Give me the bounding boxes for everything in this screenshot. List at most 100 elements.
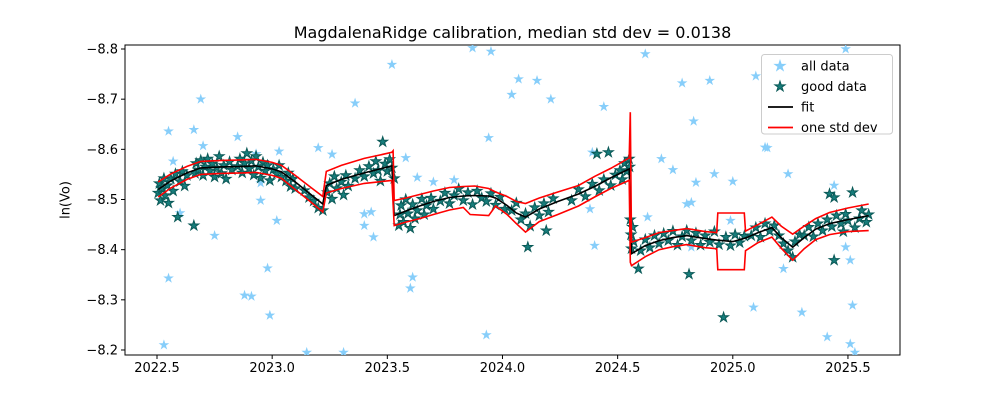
good-data-star <box>369 154 383 167</box>
y-tick-label: −8.6 <box>86 143 118 158</box>
good-data-star <box>862 207 876 221</box>
legend-good-data-star-icon <box>773 79 787 93</box>
all-data-star <box>312 142 324 153</box>
good-data-star <box>719 230 733 243</box>
all-data-star <box>750 70 762 81</box>
good-data-star <box>178 179 192 192</box>
good-data-star <box>180 168 194 181</box>
good-data-star <box>601 145 615 158</box>
y-tick-label: −8.3 <box>86 293 118 308</box>
all-data-star <box>163 272 174 283</box>
all-data-star <box>467 45 478 53</box>
good-data-star <box>806 229 820 243</box>
good-data-star <box>376 134 390 148</box>
good-data-star <box>238 156 252 169</box>
good-data-star <box>249 149 263 162</box>
good-data-star <box>816 223 830 237</box>
all-data-star <box>513 73 524 84</box>
good-data-star <box>604 178 618 191</box>
good-data-star <box>829 208 843 222</box>
all-data-star <box>262 262 273 273</box>
all-data-star <box>840 241 851 252</box>
good-data-star <box>514 212 528 226</box>
good-data-star <box>240 146 254 159</box>
good-data-star <box>212 149 226 162</box>
x-tick-label: 2023.0 <box>249 361 295 376</box>
good-data-star <box>419 198 433 212</box>
good-data-star <box>242 162 256 175</box>
all-data-star <box>158 339 170 350</box>
all-data-star <box>358 219 370 231</box>
good-data-star <box>631 261 645 275</box>
good-data-star <box>203 164 217 177</box>
all-data-star <box>174 207 186 218</box>
good-data-star <box>219 172 233 185</box>
all-data-star <box>386 58 398 70</box>
all-data-star <box>273 145 285 156</box>
y-axis-label: ln(Vo) <box>58 181 74 219</box>
all-data-star <box>301 346 313 355</box>
all-data-star <box>411 171 423 182</box>
all-data-star <box>246 290 257 301</box>
good-data-star <box>626 220 640 233</box>
good-data-star <box>590 147 604 160</box>
good-data-star <box>846 185 860 198</box>
all-data-star <box>197 140 209 151</box>
good-data-star <box>703 235 717 248</box>
all-data-star <box>686 196 697 208</box>
all-data-star <box>676 77 688 88</box>
legend-label: fit <box>801 101 814 116</box>
all-data-star <box>681 198 693 209</box>
good-data-star <box>171 210 185 223</box>
all-data-star <box>264 309 276 320</box>
y-axis: −8.8 −8.7 −8.6 −8.5 −8.4 −8.3 −8.2 <box>86 43 125 358</box>
all-data-star <box>778 263 789 274</box>
all-data-star <box>195 93 207 104</box>
x-tick-label: 2024.5 <box>595 361 641 376</box>
good-data-star <box>565 193 579 207</box>
good-data-star <box>712 237 726 251</box>
good-data-star <box>848 220 862 234</box>
good-data-star <box>859 215 873 228</box>
good-data-star <box>208 170 222 183</box>
good-data-star <box>820 212 834 226</box>
all-data-star <box>686 241 697 252</box>
all-data-star <box>667 164 679 175</box>
all-data-star <box>725 214 736 226</box>
good-data-star <box>325 192 339 205</box>
good-data-star <box>187 218 201 232</box>
good-data-star <box>717 310 731 323</box>
all-data-star <box>483 132 494 143</box>
all-data-star <box>485 45 497 57</box>
x-tick-label: 2025.0 <box>710 361 756 376</box>
y-tick-label: −8.7 <box>86 93 118 108</box>
good-data-star <box>153 193 167 207</box>
legend-box <box>761 54 893 135</box>
good-data-star <box>509 196 523 209</box>
good-data-star <box>839 207 853 220</box>
all-data-star <box>782 168 794 179</box>
y-tick-label: −8.2 <box>86 343 118 358</box>
all-data-star <box>748 301 759 312</box>
all-data-star <box>271 214 283 226</box>
plot-area <box>151 45 876 355</box>
all-data-star <box>167 155 179 166</box>
good-data-star <box>682 267 696 280</box>
good-data-star <box>426 202 440 215</box>
y-tick-label: −8.4 <box>86 243 118 258</box>
good-data-star <box>443 196 456 210</box>
all-data-star <box>639 48 651 59</box>
plot-frame <box>124 44 901 356</box>
good-data-star <box>424 191 438 204</box>
all-data-star <box>338 346 349 355</box>
x-tick-label: 2025.5 <box>825 361 871 376</box>
good-data-star <box>811 216 825 230</box>
all-data-star <box>365 206 377 217</box>
all-data-star <box>400 152 412 163</box>
good-data-star <box>406 197 420 211</box>
all-data-star <box>407 271 418 282</box>
good-data-star <box>479 194 493 208</box>
good-data-star <box>827 253 841 266</box>
good-data-star <box>539 223 553 237</box>
